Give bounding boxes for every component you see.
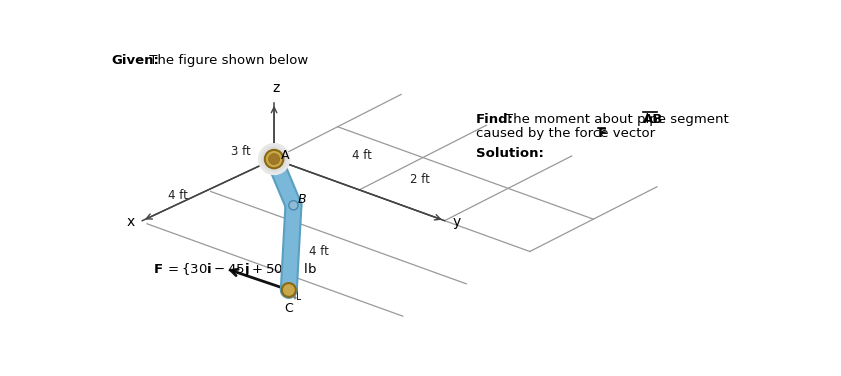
Circle shape: [258, 144, 289, 174]
Circle shape: [268, 154, 279, 164]
Text: AB: AB: [643, 113, 664, 126]
Text: 4 ft: 4 ft: [352, 149, 372, 162]
Circle shape: [265, 150, 283, 168]
Text: A: A: [281, 149, 289, 162]
Text: Given:: Given:: [111, 55, 159, 67]
Text: 4 ft: 4 ft: [168, 189, 188, 202]
Text: $= \{30\mathbf{i} - 45\mathbf{j} + 50\mathbf{k}\}$ lb: $= \{30\mathbf{i} - 45\mathbf{j} + 50\ma…: [165, 261, 316, 279]
Text: 2 ft: 2 ft: [410, 173, 430, 186]
Circle shape: [282, 283, 296, 297]
Circle shape: [288, 201, 298, 210]
Text: The figure shown below: The figure shown below: [145, 55, 309, 67]
Text: y: y: [452, 215, 461, 229]
Text: $\mathbf{F}$: $\mathbf{F}$: [153, 264, 163, 276]
Text: Solution:: Solution:: [475, 147, 543, 160]
Text: C: C: [284, 302, 294, 315]
Text: x: x: [126, 215, 135, 229]
Text: F: F: [598, 127, 607, 140]
Text: 3 ft: 3 ft: [231, 145, 251, 158]
Text: The moment about pipe segment: The moment about pipe segment: [505, 113, 729, 126]
Text: B: B: [298, 193, 307, 206]
Text: 4 ft: 4 ft: [309, 245, 329, 258]
Circle shape: [262, 147, 287, 171]
Text: caused by the force vector: caused by the force vector: [475, 127, 654, 140]
Text: z: z: [272, 81, 280, 95]
Text: Find:: Find:: [475, 113, 514, 126]
